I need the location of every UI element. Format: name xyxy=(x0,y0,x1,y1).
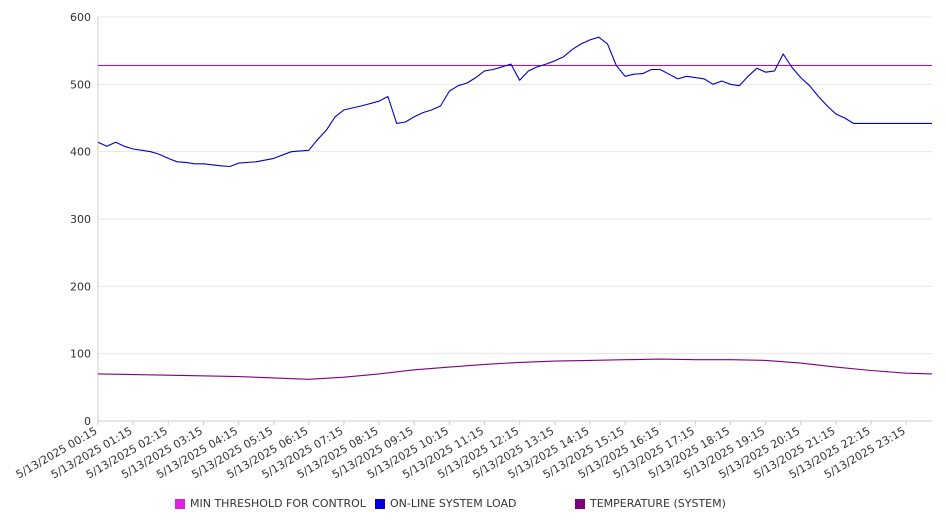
y-tick-label-600: 600 xyxy=(70,11,91,24)
legend-item-temperature: TEMPERATURE (SYSTEM) xyxy=(575,497,726,510)
legend-label-threshold: MIN THRESHOLD FOR CONTROL xyxy=(190,497,366,510)
series-line-temperature xyxy=(97,358,933,380)
y-tick-label-200: 200 xyxy=(70,280,91,293)
x-axis-ticks: 5/13/2025 00:155/13/2025 01:155/13/2025 … xyxy=(14,421,908,481)
series-lines xyxy=(97,36,933,380)
series-line-system-load xyxy=(97,36,932,168)
legend-label-temperature: TEMPERATURE (SYSTEM) xyxy=(590,497,726,510)
legend-item-system-load: ON-LINE SYSTEM LOAD xyxy=(375,497,516,510)
legend: MIN THRESHOLD FOR CONTROL ON-LINE SYSTEM… xyxy=(0,497,946,515)
legend-swatch-threshold xyxy=(175,498,185,509)
y-tick-label-400: 400 xyxy=(70,146,91,159)
legend-item-threshold: MIN THRESHOLD FOR CONTROL xyxy=(175,497,366,510)
line-chart: 0 100 200 300 400 500 600 5/13/2025 00:155/13/… xyxy=(14,11,933,481)
legend-swatch-system-load xyxy=(375,498,385,509)
axes xyxy=(97,17,932,422)
legend-label-system-load: ON-LINE SYSTEM LOAD xyxy=(390,497,517,510)
y-tick-label-500: 500 xyxy=(70,78,91,91)
y-tick-label-0: 0 xyxy=(84,415,91,428)
y-axis-ticks: 0 100 200 300 400 500 600 xyxy=(70,11,91,428)
y-tick-label-300: 300 xyxy=(70,213,91,226)
grid-lines xyxy=(98,16,932,355)
y-tick-label-100: 100 xyxy=(70,348,91,361)
legend-swatch-temperature xyxy=(575,498,585,509)
